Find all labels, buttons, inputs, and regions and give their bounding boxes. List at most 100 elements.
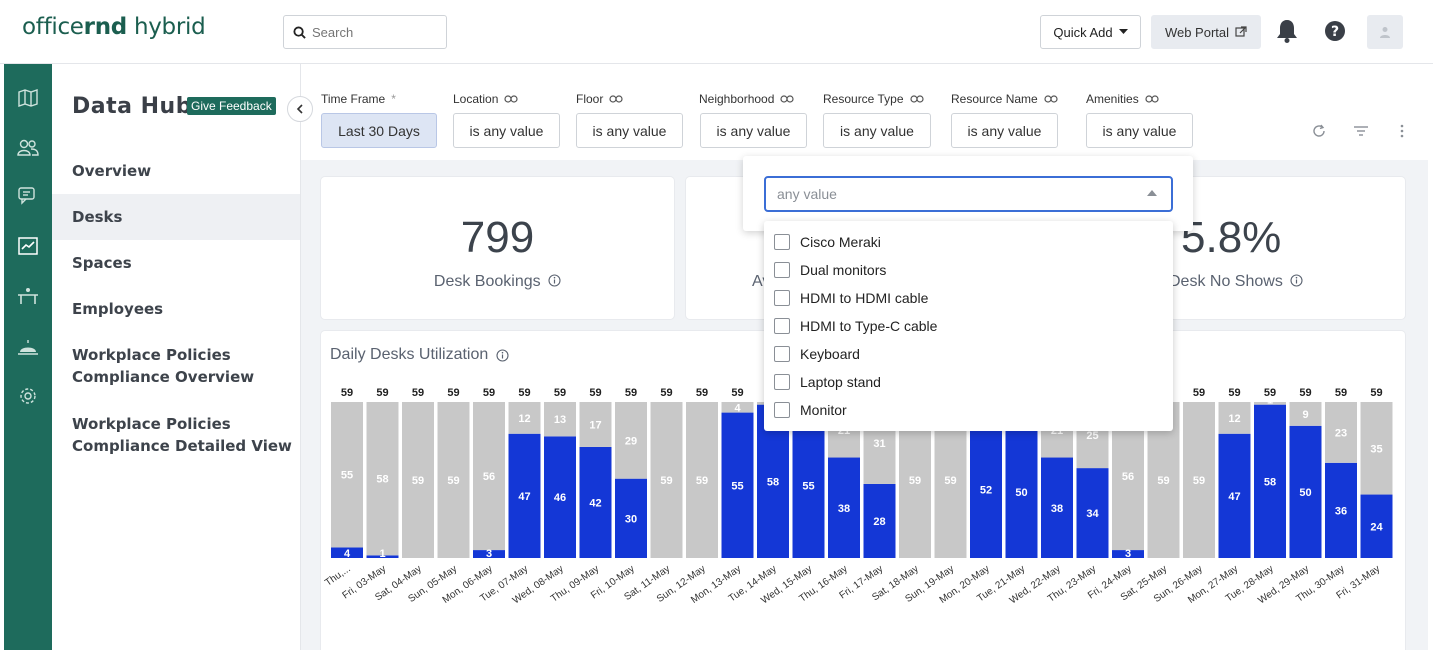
amenities-dropdown: any value <box>743 156 1193 231</box>
bar-unused <box>1218 402 1251 434</box>
checkbox[interactable] <box>774 402 790 418</box>
checkbox[interactable] <box>774 318 790 334</box>
total-label: 59 <box>341 387 353 399</box>
booked-label: 55 <box>731 480 743 492</box>
unused-label: 29 <box>625 435 637 447</box>
bar-booked <box>863 483 896 558</box>
nav-item-policies-overview[interactable]: Workplace Policies Compliance Overview <box>72 346 255 386</box>
x-tick-label: Thu,... <box>323 563 353 588</box>
bar-unused <box>437 402 470 558</box>
label-text: Resource Name <box>951 92 1038 106</box>
booked-label: 28 <box>873 516 885 528</box>
amenities-search-input[interactable]: any value <box>764 176 1173 212</box>
info-icon[interactable] <box>1290 274 1303 287</box>
booked-label: 38 <box>838 503 850 515</box>
nav-item-policies-detailed[interactable]: Workplace Policies Compliance Detailed V… <box>72 415 292 455</box>
give-feedback-button[interactable]: Give Feedback <box>187 97 276 115</box>
booked-label: 38 <box>1051 503 1063 515</box>
checkbox[interactable] <box>774 290 790 306</box>
filter-label-resource-name: Resource Name <box>951 92 1058 106</box>
total-label: 59 <box>412 387 424 399</box>
filter-timeframe[interactable]: Last 30 Days <box>321 113 437 148</box>
filter-label-floor: Floor <box>576 92 623 106</box>
kpi-label: Desk No Shows <box>1169 273 1303 291</box>
unused-label: 56 <box>1122 471 1134 483</box>
total-label: 59 <box>660 387 672 399</box>
checkbox[interactable] <box>774 374 790 390</box>
nav-item-spaces[interactable]: Spaces <box>72 254 132 272</box>
bell-icon[interactable] <box>1274 18 1300 44</box>
checkbox[interactable] <box>774 234 790 250</box>
filter-location[interactable]: is any value <box>453 113 560 148</box>
service-bell-icon[interactable] <box>16 336 40 360</box>
search-input[interactable] <box>312 24 432 40</box>
more-vertical-icon[interactable] <box>1393 122 1411 140</box>
info-icon[interactable] <box>548 274 561 287</box>
help-icon[interactable]: ? <box>1322 18 1348 44</box>
caret-up-icon[interactable] <box>1147 190 1157 196</box>
quick-add-label: Quick Add <box>1053 24 1113 40</box>
option-dual-monitors[interactable]: Dual monitors <box>774 262 886 278</box>
chart-title: Daily Desks Utilization <box>330 346 509 364</box>
option-laptop-stand[interactable]: Laptop stand <box>774 374 881 390</box>
bar-unused <box>1289 402 1322 426</box>
total-label: 59 <box>554 387 566 399</box>
search-box[interactable] <box>283 15 447 49</box>
unused-label: 31 <box>873 438 885 450</box>
collapse-sidebar-button[interactable] <box>287 96 313 122</box>
filter-icon[interactable] <box>1352 122 1370 140</box>
checkbox[interactable] <box>774 262 790 278</box>
label-text: Amenities <box>1086 92 1139 106</box>
user-icon <box>1380 27 1390 38</box>
total-label: 59 <box>1228 387 1240 399</box>
booked-label: 3 <box>1125 548 1131 560</box>
analytics-icon[interactable] <box>4 226 52 266</box>
unused-label: 59 <box>1157 475 1169 487</box>
bar-unused <box>1325 402 1357 463</box>
kpi-label-text: Desk Bookings <box>433 273 541 290</box>
booked-label: 4 <box>344 548 351 560</box>
bar-unused <box>1360 402 1393 495</box>
option-label: Laptop stand <box>800 374 881 390</box>
filter-resource-type[interactable]: is any value <box>823 113 931 148</box>
bar-booked <box>579 446 612 558</box>
bar-booked <box>508 433 541 558</box>
logo[interactable]: officernd hybrid <box>22 14 206 40</box>
bar-booked <box>544 436 576 558</box>
nav-item-employees[interactable]: Employees <box>72 300 164 318</box>
settings-icon[interactable] <box>16 384 40 408</box>
option-monitor[interactable]: Monitor <box>774 402 847 418</box>
label-text: Floor <box>576 92 604 106</box>
total-label: 59 <box>1335 387 1347 399</box>
nav-item-desks[interactable]: Desks <box>52 194 300 240</box>
filter-resource-name[interactable]: is any value <box>951 113 1058 148</box>
caret-down-icon <box>1118 29 1128 34</box>
avatar[interactable] <box>1367 15 1403 49</box>
svg-text:?: ? <box>1331 24 1339 40</box>
unused-label: 23 <box>1335 427 1347 439</box>
option-hdmi-typec[interactable]: HDMI to Type-C cable <box>774 318 937 334</box>
filter-label-amenities: Amenities <box>1086 92 1159 106</box>
bar-booked <box>1041 457 1073 558</box>
option-keyboard[interactable]: Keyboard <box>774 346 860 362</box>
filter-amenities[interactable]: is any value <box>1086 113 1193 148</box>
option-hdmi-hdmi[interactable]: HDMI to HDMI cable <box>774 290 928 306</box>
checkbox[interactable] <box>774 346 790 362</box>
web-portal-button[interactable]: Web Portal <box>1151 15 1261 49</box>
info-icon[interactable] <box>496 348 509 362</box>
map-icon[interactable] <box>16 86 40 110</box>
refresh-icon[interactable] <box>1310 122 1328 140</box>
nav-item-overview[interactable]: Overview <box>72 162 152 180</box>
filter-neighborhood[interactable]: is any value <box>700 113 807 148</box>
total-label: 59 <box>1370 387 1382 399</box>
bar-unused <box>579 402 612 447</box>
option-cisco-meraki[interactable]: Cisco Meraki <box>774 234 881 250</box>
people-icon[interactable] <box>16 136 40 160</box>
desk-icon[interactable] <box>16 284 40 308</box>
quick-add-button[interactable]: Quick Add <box>1040 15 1141 49</box>
total-label: 59 <box>696 387 708 399</box>
chat-icon[interactable] <box>16 184 40 208</box>
filter-floor[interactable]: is any value <box>576 113 683 148</box>
link-icon <box>504 95 518 103</box>
